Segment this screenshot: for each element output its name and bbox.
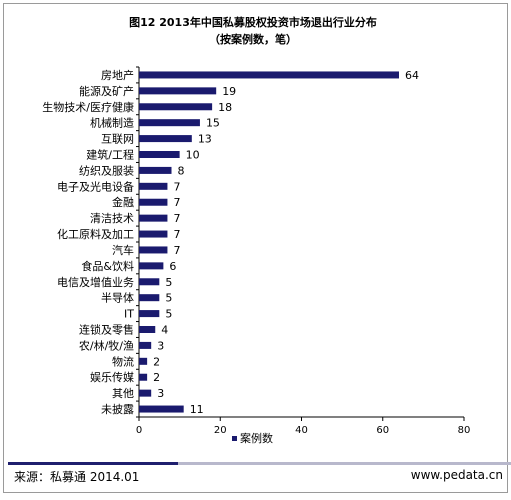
- bar: [139, 262, 164, 270]
- data-label: 19: [222, 85, 236, 98]
- category-label: 电子及光电设备: [57, 179, 134, 193]
- chart-frame: 图12 2013年中国私募股权投资市场退出行业分布 （按案例数，笔） 房地产 64…: [3, 3, 511, 495]
- data-label: 2: [153, 371, 160, 384]
- data-label: 5: [165, 276, 172, 289]
- data-label: 4: [161, 324, 168, 337]
- bar: [139, 326, 156, 333]
- category-label: 纺织及服装: [79, 163, 134, 177]
- data-label: 8: [178, 164, 185, 177]
- category-label: 其他: [112, 387, 134, 400]
- bar: [139, 103, 213, 111]
- bar: [139, 119, 200, 127]
- bar: [139, 389, 152, 397]
- category-label: 建筑/工程: [86, 148, 134, 162]
- x-tick-label: 60: [376, 425, 389, 436]
- category-label: 物流: [112, 354, 134, 368]
- bar: [139, 151, 180, 158]
- bar: [139, 294, 160, 302]
- data-label: 13: [198, 133, 212, 146]
- x-tick-label: 40: [295, 425, 308, 436]
- category-label: 机械制造: [90, 116, 134, 130]
- x-tick-label: 0: [136, 425, 142, 436]
- bar: [139, 166, 172, 174]
- category-label: IT: [124, 308, 134, 321]
- category-label: 半导体: [101, 291, 134, 305]
- data-label: 5: [165, 308, 172, 321]
- data-label: 15: [206, 117, 220, 130]
- bar: [139, 214, 168, 222]
- footer-band-dark: [8, 462, 178, 465]
- bar: [139, 87, 217, 95]
- footer-band-light: [178, 462, 511, 465]
- bar: [139, 278, 160, 286]
- data-label: 3: [157, 387, 164, 400]
- category-label: 食品&饮料: [81, 259, 134, 273]
- data-label: 11: [190, 403, 204, 416]
- bar: [139, 341, 152, 349]
- legend-label: 案例数: [240, 431, 273, 445]
- bar: [139, 71, 399, 79]
- category-label: 化工原料及加工: [57, 227, 134, 241]
- data-label: 18: [218, 101, 232, 114]
- bar: [139, 310, 160, 318]
- bar: [139, 230, 168, 238]
- category-label: 农/林/牧/渔: [79, 338, 134, 352]
- bar: [139, 373, 148, 381]
- x-tick-label: 20: [214, 425, 227, 436]
- category-label: 金融: [112, 195, 134, 209]
- category-label: 连锁及零售: [79, 323, 134, 337]
- data-label: 64: [405, 69, 419, 82]
- data-label: 7: [173, 244, 180, 257]
- footer: 来源：私募通 2014.01 www.pedata.cn: [8, 462, 511, 495]
- category-label: 汽车: [112, 243, 134, 257]
- chart-subtitle: （按案例数，笔）: [209, 32, 297, 46]
- data-label: 2: [153, 355, 160, 368]
- data-label: 7: [173, 212, 180, 225]
- legend-swatch: [232, 436, 237, 441]
- data-label: 6: [169, 260, 176, 273]
- data-label: 5: [165, 292, 172, 305]
- category-label: 娱乐传媒: [90, 370, 134, 384]
- category-label: 清洁技术: [90, 212, 134, 225]
- bar: [139, 182, 168, 190]
- category-label: 电信及增值业务: [57, 275, 134, 289]
- data-label: 7: [173, 228, 180, 241]
- category-label: 互联网: [101, 133, 134, 146]
- chart-title: 图12 2013年中国私募股权投资市场退出行业分布: [129, 15, 377, 29]
- data-label: 10: [186, 149, 200, 162]
- source-text: 来源：私募通 2014.01: [14, 470, 140, 484]
- category-label: 未披露: [101, 402, 134, 416]
- bar: [139, 135, 192, 143]
- data-label: 7: [173, 180, 180, 193]
- bar: [139, 198, 168, 206]
- category-label: 房地产: [101, 68, 134, 82]
- bar: [139, 405, 184, 413]
- bar-chart: 图12 2013年中国私募股权投资市场退出行业分布 （按案例数，笔） 房地产 64…: [42, 15, 471, 445]
- bar: [139, 246, 168, 254]
- data-label: 7: [173, 196, 180, 209]
- category-label: 能源及矿产: [79, 84, 134, 98]
- data-label: 3: [157, 339, 164, 352]
- bar: [139, 357, 148, 365]
- x-tick-label: 80: [458, 425, 471, 436]
- category-label: 生物技术/医疗健康: [42, 100, 134, 114]
- website-text: www.pedata.cn: [410, 468, 503, 482]
